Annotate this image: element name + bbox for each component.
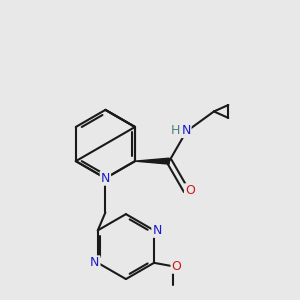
Text: N: N <box>152 224 162 237</box>
Text: O: O <box>185 184 195 197</box>
Text: N: N <box>90 256 100 269</box>
Text: N: N <box>182 124 191 137</box>
Text: HN: HN <box>171 124 190 136</box>
Polygon shape <box>135 158 169 164</box>
Text: N: N <box>101 172 110 185</box>
Text: H: H <box>171 124 181 136</box>
Text: O: O <box>172 260 181 273</box>
